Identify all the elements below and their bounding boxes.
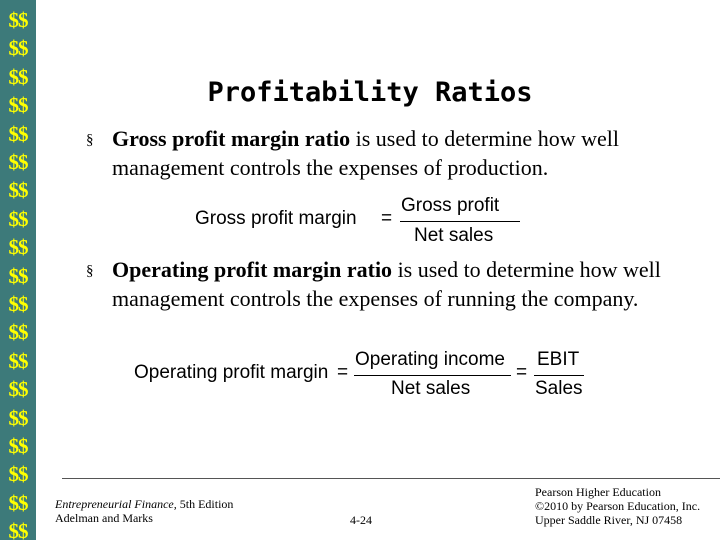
slide-title: Profitability Ratios: [207, 77, 533, 108]
dollar-sign-icon: $$: [8, 178, 29, 203]
eq1-numerator: Gross profit: [401, 195, 500, 216]
bullet-1-text: Gross profit margin ratio is used to det…: [112, 125, 692, 182]
bullet-square-icon: §: [86, 132, 94, 148]
bullet-2-text: Operating profit margin ratio is used to…: [112, 256, 692, 313]
publisher-line-1: Pearson Higher Education: [535, 485, 661, 499]
dollar-sidebar: $$ $$ $$ $$ $$ $$ $$ $$ $$ $$ $$ $$ $$ $$ $$ $$ $$ $$ $$: [0, 0, 36, 540]
dollar-sign-icon: $$: [8, 519, 29, 540]
bullet-2-term: Operating profit margin ratio: [112, 257, 393, 282]
footer-book: Entrepreneurial Finance, 5th Edition Ade…: [55, 497, 233, 525]
footer-authors: Adelman and Marks: [55, 511, 153, 525]
eq2-numerator-2: EBIT: [537, 349, 580, 370]
dollar-sign-icon: $$: [8, 8, 29, 32]
footer-divider: [62, 478, 720, 479]
eq2-equals-2: =: [516, 362, 528, 383]
dollar-sign-icon: $$: [8, 405, 29, 430]
eq1-denominator: Net sales: [414, 225, 494, 246]
dollar-sign-icon: $$: [8, 150, 29, 174]
dollar-sign-icon: $$: [8, 93, 29, 118]
dollar-sign-icon: $$: [8, 434, 29, 458]
bullet-1-term: Gross profit margin ratio: [112, 126, 351, 151]
page-number: 4-24: [350, 513, 372, 527]
publisher-line-2: ©2010 by Pearson Education, Inc.: [535, 499, 701, 513]
dollar-sign-icon: $$: [8, 490, 29, 515]
dollar-sign-icon: $$: [8, 206, 29, 231]
bullet-2-rest: is used to determine how well management…: [112, 257, 661, 311]
footer-edition: 5th Edition: [176, 497, 234, 511]
eq2-denominator-1: Net sales: [391, 378, 471, 399]
eq2-equals-1: =: [337, 362, 349, 383]
dollar-sign-icon: $$: [8, 377, 29, 402]
publisher-line-3: Upper Saddle River, NJ 07458: [535, 513, 683, 527]
dollar-sign-icon: $$: [8, 36, 29, 61]
dollar-sign-icon: $$: [8, 235, 29, 260]
dollar-sign-icon: $$: [8, 462, 29, 487]
dollar-sign-icon: $$: [8, 292, 29, 316]
eq1-lhs: Gross profit margin: [195, 208, 357, 229]
dollar-sign-icon: $$: [8, 263, 29, 288]
eq2-numerator-1: Operating income: [355, 349, 505, 370]
eq2-lhs: Operating profit margin: [134, 362, 329, 383]
dollar-sign-icon: $$: [8, 121, 29, 146]
eq2-denominator-2: Sales: [535, 378, 583, 399]
bullet-1-rest: is used to determine how well management…: [112, 126, 619, 180]
eq2-fraction-bar-2: [534, 375, 584, 377]
eq1-equals: =: [381, 208, 393, 229]
footer-publisher: Pearson Higher Education ©2010 by Pearso…: [535, 485, 700, 527]
eq2-fraction-bar-1: [354, 375, 511, 377]
dollar-sign-icon: $$: [8, 320, 29, 345]
eq1-fraction-bar: [400, 221, 520, 223]
bullet-square-icon: §: [86, 263, 94, 279]
dollar-sign-icon: $$: [8, 348, 29, 373]
footer-book-title: Entrepreneurial Finance,: [55, 497, 177, 511]
dollar-sign-icon: $$: [8, 64, 29, 89]
